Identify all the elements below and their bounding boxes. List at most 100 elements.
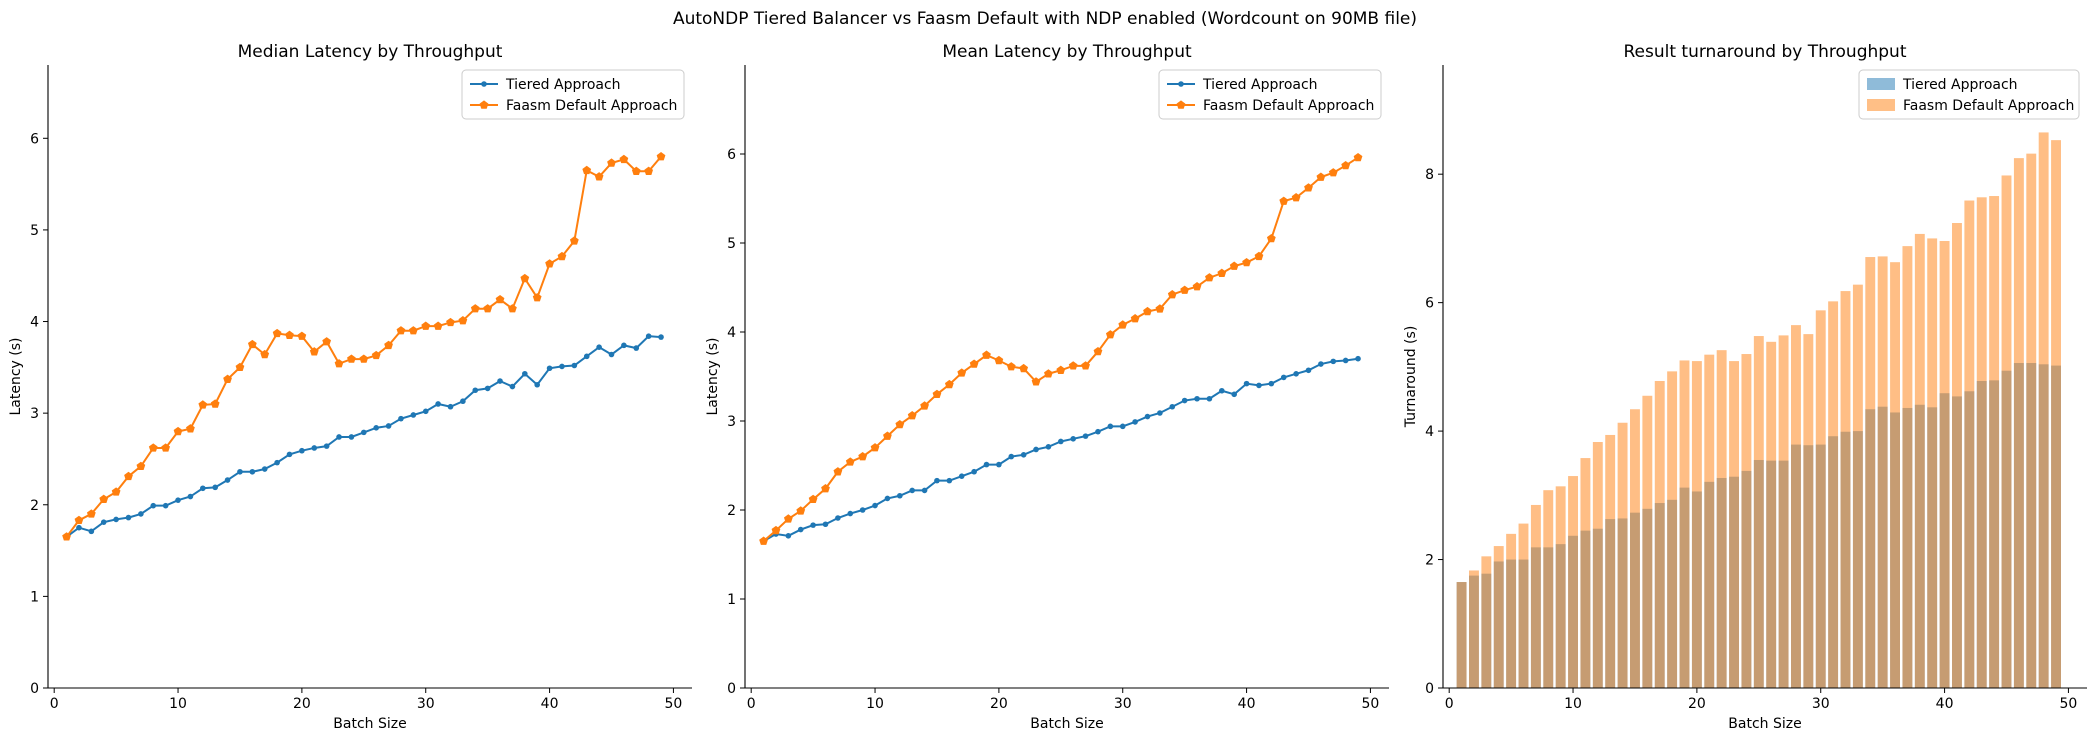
data-point [958, 473, 965, 479]
data-point [435, 401, 441, 407]
data-point [1044, 369, 1053, 378]
data-point [433, 321, 443, 330]
data-point [186, 424, 195, 433]
x-tick-label: 0 [747, 696, 756, 712]
y-tick-label: 8 [1425, 167, 1434, 183]
bar [1642, 395, 1653, 688]
data-point [125, 514, 132, 521]
data-point [472, 387, 479, 394]
data-point [1268, 380, 1275, 387]
bar [1568, 476, 1578, 688]
data-point [86, 509, 96, 518]
data-point [1119, 423, 1126, 430]
bar [1630, 409, 1640, 688]
data-point [1254, 251, 1264, 261]
data-point [1118, 320, 1128, 329]
data-point [336, 434, 342, 440]
data-point [322, 337, 332, 346]
data-point [1070, 436, 1076, 442]
figure-suptitle: AutoNDP Tiered Balancer vs Faasm Default… [673, 9, 1417, 29]
data-point [546, 365, 553, 372]
data-point [309, 347, 319, 356]
bar [2051, 140, 2061, 688]
data-point [883, 431, 892, 440]
data-point [361, 429, 367, 436]
bar [1902, 246, 1913, 689]
data-point [458, 316, 468, 325]
data-point [920, 401, 929, 410]
data-point [384, 340, 393, 350]
y-axis-label: Latency (s) [8, 337, 24, 415]
bar [1741, 354, 1752, 688]
data-point [534, 381, 540, 388]
data-point [1242, 257, 1251, 267]
y-tick-label: 3 [30, 406, 39, 422]
data-point [1082, 433, 1089, 439]
chart-title: Result turnaround by Throughput [1623, 42, 1906, 62]
data-point [858, 452, 868, 461]
bar [1469, 570, 1479, 688]
data-point [983, 461, 990, 468]
y-tick-label: 4 [1425, 424, 1434, 440]
x-tick-label: 50 [1362, 696, 1380, 712]
bar [1667, 371, 1678, 688]
data-point [1181, 397, 1188, 404]
data-point [1304, 183, 1313, 192]
bar [1766, 341, 1777, 688]
data-point [907, 411, 917, 420]
x-tick-label: 20 [293, 696, 311, 712]
data-point [571, 362, 578, 369]
data-point [113, 516, 119, 523]
data-point [1033, 446, 1039, 453]
data-point [371, 350, 381, 360]
data-point [223, 374, 232, 383]
data-point [835, 515, 841, 521]
x-tick-label: 40 [1936, 696, 1954, 712]
bar [1778, 335, 1789, 688]
bar [1852, 284, 1863, 688]
data-point [1144, 413, 1151, 420]
x-tick-label: 30 [1812, 696, 1830, 712]
data-point [1194, 395, 1200, 402]
data-point [1231, 391, 1237, 398]
data-point [944, 379, 954, 389]
bar [1530, 504, 1541, 688]
data-point [644, 166, 654, 175]
data-point [833, 467, 843, 476]
bar [1877, 256, 1888, 688]
bar [1865, 257, 1876, 688]
data-point [1205, 273, 1214, 282]
x-tick-label: 40 [541, 696, 559, 712]
data-point [582, 165, 592, 175]
data-point [996, 461, 1002, 468]
x-tick-label: 50 [665, 696, 683, 712]
data-point [1330, 358, 1337, 365]
data-point [508, 304, 517, 313]
data-point [1143, 306, 1152, 316]
data-point [645, 333, 652, 339]
data-point [633, 345, 640, 351]
data-point [421, 321, 431, 330]
y-tick-label: 3 [727, 414, 736, 430]
data-point [932, 389, 942, 399]
data-point [422, 408, 429, 415]
data-point [1206, 395, 1213, 402]
y-tick-label: 6 [30, 131, 39, 147]
bar [1580, 458, 1591, 688]
data-point [497, 378, 503, 384]
data-point [334, 359, 344, 368]
data-point [583, 353, 590, 360]
bar [2026, 153, 2037, 688]
data-point [1192, 282, 1202, 291]
data-point [658, 334, 664, 340]
data-point [162, 502, 169, 509]
x-tick-label: 30 [417, 696, 435, 712]
data-point [495, 294, 505, 304]
data-point [175, 497, 181, 503]
x-tick-label: 10 [866, 696, 884, 712]
data-point [237, 468, 243, 475]
data-point [1008, 453, 1015, 460]
data-point [1031, 377, 1041, 386]
